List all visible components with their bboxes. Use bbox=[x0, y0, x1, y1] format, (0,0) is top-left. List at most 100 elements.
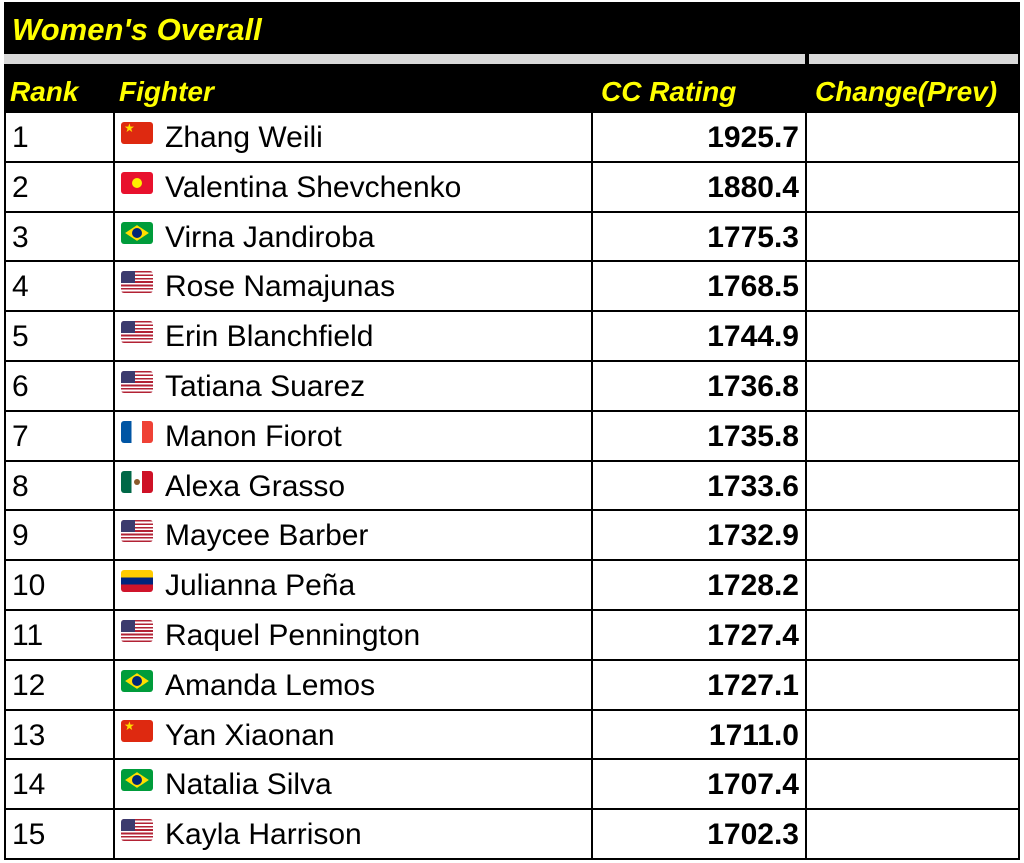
table-row: 1 Zhang Weili 1925.7 bbox=[4, 113, 1020, 163]
flag-us-icon bbox=[121, 321, 153, 344]
rating-cell[interactable]: 1925.7 bbox=[593, 113, 807, 161]
table-row: 12 Amanda Lemos 1727.1 bbox=[4, 660, 1020, 711]
table-row: 6 Tatiana Suarez 1736.8 bbox=[4, 361, 1020, 412]
rank-cell[interactable]: 11 bbox=[4, 610, 115, 659]
change-cell[interactable] bbox=[807, 162, 1020, 211]
table-row: 14 Natalia Silva 1707.4 bbox=[4, 760, 1020, 811]
fighter-name: Kayla Harrison bbox=[165, 818, 362, 852]
fighter-cell[interactable]: Tatiana Suarez bbox=[115, 361, 593, 410]
fighter-cell[interactable]: Alexa Grasso bbox=[115, 461, 593, 510]
change-cell[interactable] bbox=[807, 312, 1020, 360]
fighter-cell[interactable]: Manon Fiorot bbox=[115, 411, 593, 460]
flag-br-icon bbox=[121, 221, 153, 244]
table-row: 4 Rose Namajunas 1768.5 bbox=[4, 262, 1020, 313]
fighter-name: Raquel Pennington bbox=[165, 618, 421, 652]
fighter-cell[interactable]: Zhang Weili bbox=[115, 113, 593, 161]
change-cell[interactable] bbox=[807, 660, 1020, 709]
rank-cell[interactable]: 3 bbox=[4, 212, 115, 261]
rank-cell[interactable]: 10 bbox=[4, 561, 115, 609]
header-rank: Rank bbox=[10, 76, 79, 107]
flag-kg-icon bbox=[121, 171, 153, 194]
rating-cell[interactable]: 1736.8 bbox=[593, 361, 807, 410]
fighter-cell[interactable]: Julianna Peña bbox=[115, 561, 593, 609]
change-cell[interactable] bbox=[807, 810, 1020, 858]
rating-cell[interactable]: 1711.0 bbox=[593, 710, 807, 759]
fighter-cell[interactable]: Kayla Harrison bbox=[115, 810, 593, 858]
flag-us-icon bbox=[121, 619, 153, 642]
rank-cell[interactable]: 12 bbox=[4, 660, 115, 709]
rank-cell[interactable]: 6 bbox=[4, 361, 115, 410]
fighter-name: Maycee Barber bbox=[165, 519, 369, 553]
flag-us-icon bbox=[121, 819, 153, 842]
rank-cell[interactable]: 14 bbox=[4, 760, 115, 809]
rating-cell[interactable]: 1735.8 bbox=[593, 411, 807, 460]
rating-cell[interactable]: 1727.4 bbox=[593, 610, 807, 659]
rating-cell[interactable]: 1775.3 bbox=[593, 212, 807, 261]
table-row: 10 Julianna Peña 1728.2 bbox=[4, 561, 1020, 611]
fighter-name: Amanda Lemos bbox=[165, 668, 376, 702]
table-row: 13 Yan Xiaonan 1711.0 bbox=[4, 710, 1020, 761]
rank-cell[interactable]: 2 bbox=[4, 162, 115, 211]
rating-cell[interactable]: 1727.1 bbox=[593, 660, 807, 709]
table-row: 7 Manon Fiorot 1735.8 bbox=[4, 411, 1020, 462]
table-row: 9 Maycee Barber 1732.9 bbox=[4, 511, 1020, 562]
fighter-cell[interactable]: Natalia Silva bbox=[115, 760, 593, 809]
table-body: 1 Zhang Weili 1925.7 2 Valentina Shevchenko 1… bbox=[4, 113, 1020, 860]
fighter-cell[interactable]: Amanda Lemos bbox=[115, 660, 593, 709]
rating-cell[interactable]: 1732.9 bbox=[593, 511, 807, 560]
change-cell[interactable] bbox=[807, 361, 1020, 410]
rank-cell[interactable]: 5 bbox=[4, 312, 115, 360]
fighter-name: Erin Blanchfield bbox=[165, 320, 374, 354]
fighter-name: Virna Jandiroba bbox=[165, 220, 375, 254]
change-cell[interactable] bbox=[807, 511, 1020, 560]
rank-cell[interactable]: 1 bbox=[4, 113, 115, 161]
fighter-cell[interactable]: Erin Blanchfield bbox=[115, 312, 593, 360]
fighter-cell[interactable]: Maycee Barber bbox=[115, 511, 593, 560]
change-cell[interactable] bbox=[807, 710, 1020, 759]
fighter-name: Valentina Shevchenko bbox=[165, 170, 462, 204]
fighter-cell[interactable]: Valentina Shevchenko bbox=[115, 162, 593, 211]
change-cell[interactable] bbox=[807, 212, 1020, 261]
table-row: 8 Alexa Grasso 1733.6 bbox=[4, 461, 1020, 512]
fighter-cell[interactable]: Rose Namajunas bbox=[115, 262, 593, 311]
header-rating: CC Rating bbox=[601, 76, 737, 107]
table-row: 5 Erin Blanchfield 1744.9 bbox=[4, 312, 1020, 362]
change-cell[interactable] bbox=[807, 411, 1020, 460]
rank-cell[interactable]: 7 bbox=[4, 411, 115, 460]
fighter-cell[interactable]: Yan Xiaonan bbox=[115, 710, 593, 759]
rating-cell[interactable]: 1707.4 bbox=[593, 760, 807, 809]
change-cell[interactable] bbox=[807, 262, 1020, 311]
flag-br-icon bbox=[121, 669, 153, 692]
rank-cell[interactable]: 15 bbox=[4, 810, 115, 858]
rating-cell[interactable]: 1733.6 bbox=[593, 461, 807, 510]
flag-br-icon bbox=[121, 769, 153, 792]
change-cell[interactable] bbox=[807, 461, 1020, 510]
rating-cell[interactable]: 1768.5 bbox=[593, 262, 807, 311]
table-row: 2 Valentina Shevchenko 1880.4 bbox=[4, 162, 1020, 213]
rating-cell[interactable]: 1744.9 bbox=[593, 312, 807, 360]
flag-cn-icon bbox=[121, 122, 153, 144]
fighter-cell[interactable]: Raquel Pennington bbox=[115, 610, 593, 659]
table-row: 3 Virna Jandiroba 1775.3 bbox=[4, 212, 1020, 263]
rating-cell[interactable]: 1728.2 bbox=[593, 561, 807, 609]
header-row: Rank Fighter CC Rating Change(Prev) bbox=[4, 65, 1020, 113]
fighter-cell[interactable]: Virna Jandiroba bbox=[115, 212, 593, 261]
table-row: 11 Raquel Pennington 1727.4 bbox=[4, 610, 1020, 661]
fighter-name: Alexa Grasso bbox=[165, 469, 346, 503]
rating-cell[interactable]: 1702.3 bbox=[593, 810, 807, 858]
rank-cell[interactable]: 8 bbox=[4, 461, 115, 510]
rank-cell[interactable]: 9 bbox=[4, 511, 115, 560]
change-cell[interactable] bbox=[807, 610, 1020, 659]
flag-us-icon bbox=[121, 370, 153, 393]
change-cell[interactable] bbox=[807, 113, 1020, 161]
change-cell[interactable] bbox=[807, 561, 1020, 609]
rating-cell[interactable]: 1880.4 bbox=[593, 162, 807, 211]
rank-cell[interactable]: 13 bbox=[4, 710, 115, 759]
rankings-table: Women's Overall Rank Fighter CC Rating C… bbox=[4, 2, 1020, 860]
fighter-name: Manon Fiorot bbox=[165, 419, 342, 453]
fighter-name: Tatiana Suarez bbox=[165, 369, 366, 403]
separator-cell bbox=[809, 54, 1018, 64]
change-cell[interactable] bbox=[807, 760, 1020, 809]
flag-fr-icon bbox=[121, 420, 153, 443]
rank-cell[interactable]: 4 bbox=[4, 262, 115, 311]
